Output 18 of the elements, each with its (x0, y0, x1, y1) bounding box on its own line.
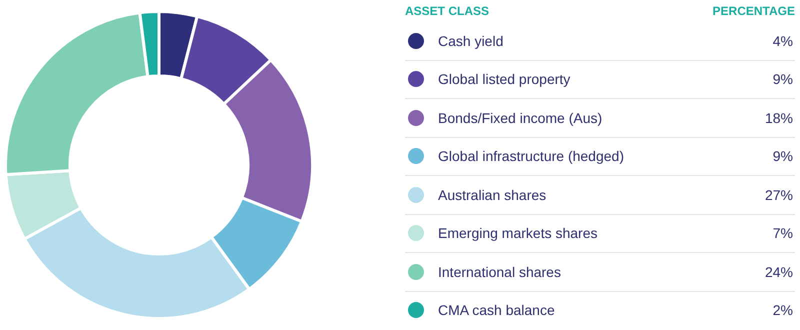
legend-label: Global infrastructure (hedged) (438, 148, 625, 164)
data-label: 2% (772, 302, 793, 318)
legend-label: Bonds/Fixed income (Aus) (438, 110, 604, 126)
data-label: 4% (772, 32, 793, 49)
data-label: 24% (764, 264, 793, 280)
legend-label: Cash yield (438, 32, 504, 49)
legend-title: ASSET CLASS (405, 4, 490, 18)
data-label: 18% (764, 110, 793, 126)
legend-label: Emerging markets shares (438, 225, 599, 242)
legend-label: Australian shares (438, 186, 548, 203)
legend-label: International shares (438, 264, 562, 280)
data-label: 7% (772, 225, 793, 242)
data-label: 27% (764, 186, 793, 203)
text: PERCENTAGE (712, 4, 795, 18)
data-label: 9% (772, 71, 793, 88)
legend-label: Global listed property (438, 71, 572, 88)
data-label: 9% (772, 148, 793, 164)
legend-label: CMA cash balance (438, 302, 556, 318)
